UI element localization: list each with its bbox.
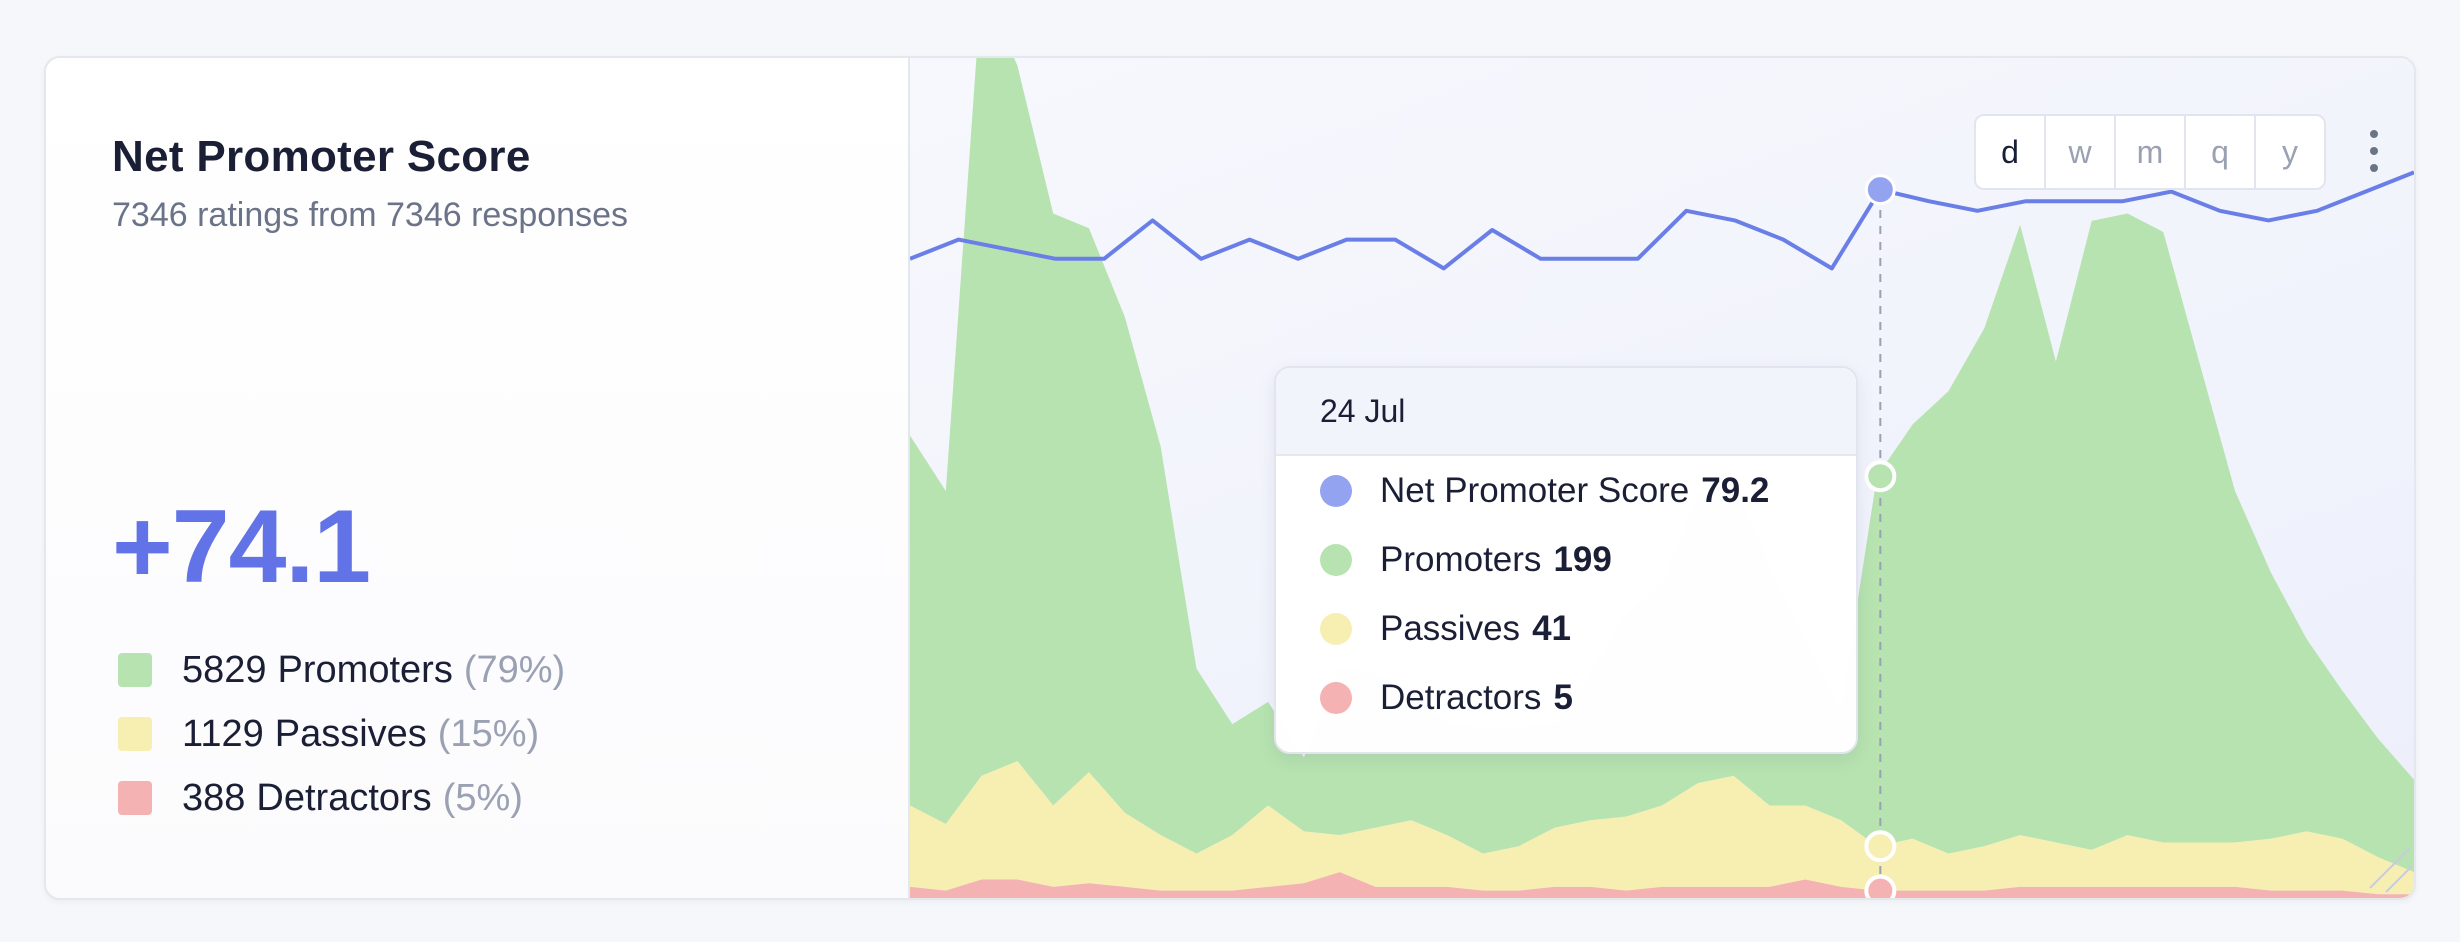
nps-score-value: +74.1 [112, 489, 371, 605]
passives-dot-icon [1320, 612, 1352, 645]
tooltip-row-promoters: Promoters 199 [1276, 525, 1856, 594]
promoters-area [910, 58, 2414, 873]
legend-item-passives: 1129 Passives (15%) [118, 702, 565, 766]
tooltip-label: Passives [1380, 608, 1521, 648]
nps-chart[interactable] [910, 58, 2414, 898]
tooltip-value: 41 [1532, 608, 1571, 648]
promoters-swatch [118, 653, 152, 687]
promoters-percent: (79%) [463, 648, 566, 691]
passives-marker [1864, 830, 1897, 863]
passives-label: Passives [274, 712, 427, 755]
tooltip-date: 24 Jul [1276, 368, 1856, 456]
detractors-percent: (5%) [442, 776, 523, 819]
range-button-quarter[interactable]: q [2186, 116, 2256, 188]
chart-tooltip: 24 Jul Net Promoter Score 79.2 Promoters… [1274, 366, 1858, 754]
promoters-label: Promoters [277, 648, 453, 691]
promoters-marker [1864, 460, 1897, 493]
range-button-month[interactable]: m [2116, 116, 2186, 188]
detractors-area [910, 872, 2414, 898]
tooltip-value: 5 [1553, 677, 1573, 717]
nps-line [910, 170, 2414, 271]
detractors-label: Detractors [256, 776, 432, 819]
tooltip-row-nps: Net Promoter Score 79.2 [1276, 456, 1856, 525]
nps-marker [1864, 174, 1896, 206]
range-button-year[interactable]: y [2282, 133, 2298, 170]
range-button-day[interactable]: d [1976, 116, 2046, 188]
legend: 5829 Promoters (79%) 1129 Passives (15%)… [118, 638, 565, 830]
range-button-week[interactable]: w [2046, 116, 2116, 188]
detractors-marker [1864, 874, 1897, 898]
time-range-selector: d w m q y [1974, 114, 2326, 190]
summary-panel: Net Promoter Score 7346 ratings from 734… [46, 58, 910, 898]
more-options-icon[interactable] [2362, 130, 2386, 172]
widget-subtitle: 7346 ratings from 7346 responses [112, 196, 628, 234]
legend-item-detractors: 388 Detractors (5%) [118, 766, 565, 830]
tooltip-label: Net Promoter Score [1380, 470, 1690, 510]
tooltip-label: Promoters [1380, 539, 1542, 579]
passives-area [910, 761, 2414, 895]
legend-item-promoters: 5829 Promoters (79%) [118, 638, 565, 702]
passives-count: 1129 [182, 712, 264, 755]
widget-title: Net Promoter Score [112, 132, 531, 181]
passives-percent: (15%) [437, 712, 540, 755]
nps-dot-icon [1320, 474, 1352, 507]
tooltip-row-detractors: Detractors 5 [1276, 663, 1856, 732]
detractors-dot-icon [1320, 681, 1352, 714]
promoters-dot-icon [1320, 543, 1352, 576]
nps-card: Net Promoter Score 7346 ratings from 734… [44, 56, 2416, 900]
chart-panel[interactable]: d w m q y 24 Jul Net Promoter Score 79.2… [910, 58, 2414, 898]
tooltip-value: 199 [1553, 539, 1612, 579]
promoters-count: 5829 [182, 648, 267, 691]
detractors-count: 388 [182, 776, 246, 819]
tooltip-value: 79.2 [1701, 470, 1770, 510]
tooltip-label: Detractors [1380, 677, 1542, 717]
tooltip-row-passives: Passives 41 [1276, 594, 1856, 663]
detractors-swatch [118, 781, 152, 815]
passives-swatch [118, 717, 152, 751]
resize-grip-icon[interactable] [2369, 847, 2413, 893]
